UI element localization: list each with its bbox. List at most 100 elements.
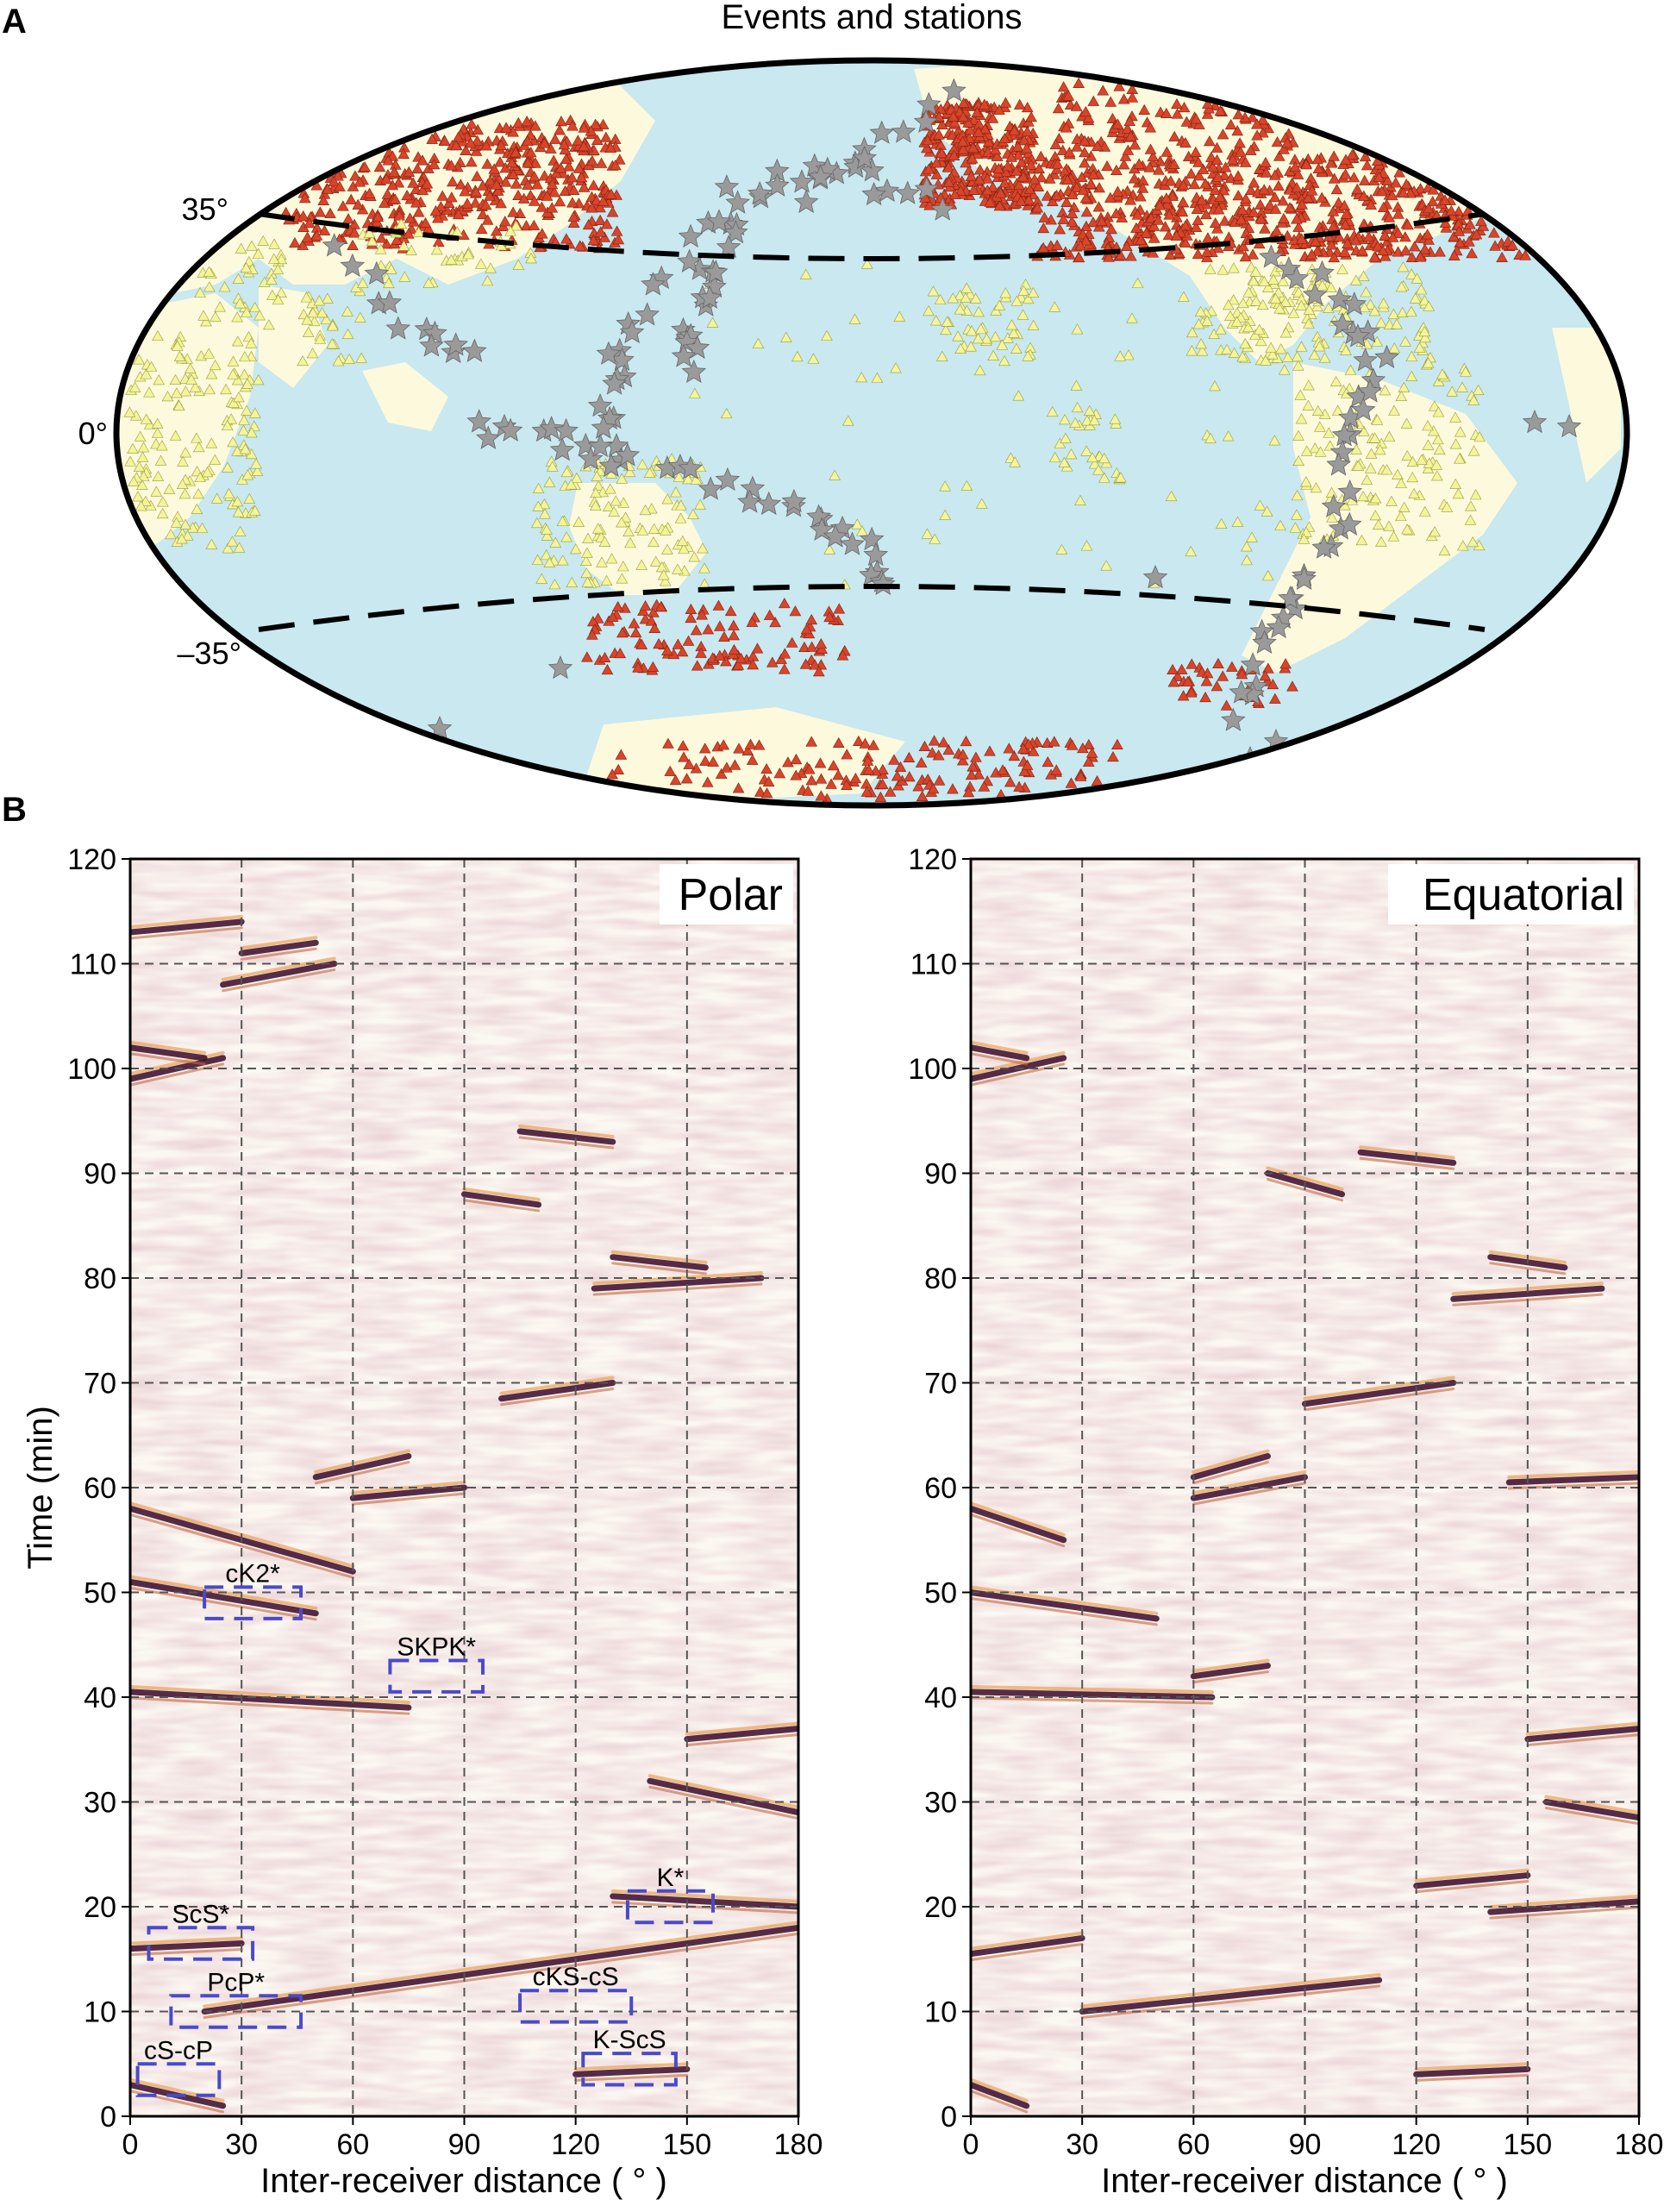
polar-station bbox=[948, 149, 960, 160]
polar-station bbox=[1262, 662, 1274, 674]
polar-station bbox=[510, 147, 522, 158]
polar-station bbox=[1129, 139, 1142, 150]
polar-station bbox=[921, 142, 933, 154]
polar-station bbox=[1138, 103, 1151, 115]
polar-station bbox=[1278, 212, 1290, 224]
polar-station bbox=[495, 197, 507, 209]
polar-station bbox=[989, 143, 1002, 155]
polar-station bbox=[1038, 211, 1051, 222]
polar-station bbox=[1111, 738, 1123, 749]
polar-station bbox=[1226, 154, 1239, 165]
polar-station bbox=[1079, 105, 1092, 117]
polar-station bbox=[549, 133, 561, 144]
y-tick-label: 100 bbox=[67, 1053, 116, 1086]
polar-station bbox=[403, 166, 416, 177]
polar-station bbox=[1418, 243, 1431, 254]
equatorial-station bbox=[233, 542, 246, 553]
polar-station bbox=[416, 154, 429, 166]
polar-station bbox=[1015, 195, 1027, 206]
polar-station bbox=[677, 740, 690, 751]
polar-station bbox=[779, 663, 791, 674]
polar-station bbox=[926, 747, 939, 758]
polar-station bbox=[1377, 244, 1389, 256]
polar-station bbox=[965, 170, 978, 181]
equatorial-station bbox=[123, 406, 136, 417]
polar-station bbox=[1200, 208, 1212, 220]
polar-station bbox=[1296, 198, 1308, 210]
polar-station bbox=[1393, 166, 1405, 178]
polar-station bbox=[1251, 118, 1263, 129]
polar-station bbox=[1192, 248, 1204, 260]
polar-station bbox=[375, 232, 388, 243]
polar-station bbox=[1074, 240, 1086, 251]
polar-station bbox=[779, 648, 791, 659]
polar-station bbox=[1361, 160, 1373, 171]
equatorial-station bbox=[133, 354, 145, 365]
polar-station bbox=[746, 616, 759, 627]
polar-station bbox=[1269, 169, 1281, 180]
equatorial-station bbox=[209, 360, 222, 371]
polar-station bbox=[1087, 95, 1100, 106]
polar-station bbox=[1168, 130, 1181, 141]
polar-station bbox=[1188, 179, 1201, 190]
polar-station bbox=[639, 600, 652, 611]
y-tick-label: 80 bbox=[84, 1263, 116, 1295]
polar-station bbox=[469, 197, 482, 208]
polar-title: Polar bbox=[679, 870, 783, 920]
polar-station bbox=[1269, 692, 1281, 704]
equatorial-station bbox=[185, 373, 197, 385]
polar-station bbox=[480, 140, 492, 151]
polar-station bbox=[1082, 738, 1095, 750]
polar-station bbox=[1202, 97, 1214, 109]
polar-station bbox=[1209, 217, 1222, 229]
y-tick-label: 10 bbox=[924, 1996, 957, 2029]
polar-station bbox=[1519, 249, 1531, 260]
lat-label-south: –35° bbox=[178, 636, 241, 671]
polar-station bbox=[1185, 658, 1198, 669]
y-tick-label: 20 bbox=[924, 1891, 957, 1924]
polar-station bbox=[1359, 150, 1372, 162]
polar-station bbox=[964, 124, 977, 135]
polar-station bbox=[1133, 158, 1145, 169]
polar-station bbox=[1327, 205, 1340, 216]
polar-station bbox=[1121, 122, 1134, 134]
polar-station bbox=[1160, 107, 1173, 119]
polar-station bbox=[1423, 234, 1435, 245]
polar-station bbox=[1005, 151, 1017, 162]
polar-station bbox=[1330, 184, 1343, 195]
polar-station bbox=[1423, 203, 1435, 214]
polar-station bbox=[664, 765, 677, 776]
polar-station bbox=[1251, 129, 1263, 141]
polar-station bbox=[499, 176, 512, 187]
polar-station bbox=[1310, 235, 1322, 247]
polar-station bbox=[1050, 764, 1063, 775]
polar-station bbox=[477, 209, 489, 220]
polar-station bbox=[823, 611, 835, 623]
y-tick-label: 90 bbox=[84, 1158, 116, 1191]
polar-station bbox=[945, 103, 958, 115]
polar-station bbox=[1021, 125, 1034, 137]
phase-annotation-label: PcP* bbox=[207, 1968, 265, 1996]
polar-station bbox=[1144, 122, 1157, 133]
polar-station bbox=[1273, 150, 1286, 161]
polar-station bbox=[1348, 172, 1361, 183]
polar-station bbox=[317, 194, 330, 205]
polar-station bbox=[769, 617, 781, 628]
polar-station bbox=[1259, 670, 1272, 681]
polar-station bbox=[707, 755, 719, 767]
polar-station bbox=[1212, 204, 1225, 215]
y-tick-label: 40 bbox=[924, 1682, 957, 1714]
polar-station bbox=[935, 103, 948, 115]
polar-station bbox=[1232, 170, 1244, 181]
polar-station bbox=[616, 627, 629, 638]
polar-station bbox=[841, 779, 853, 790]
polar-station bbox=[522, 157, 535, 168]
polar-station bbox=[1190, 221, 1203, 233]
polar-station bbox=[381, 188, 394, 199]
polar-station bbox=[695, 647, 707, 658]
polar-station bbox=[1234, 137, 1246, 148]
polar-station bbox=[380, 173, 392, 185]
polar-station bbox=[1167, 663, 1179, 675]
polar-station bbox=[1339, 168, 1352, 179]
polar-station bbox=[298, 192, 311, 204]
